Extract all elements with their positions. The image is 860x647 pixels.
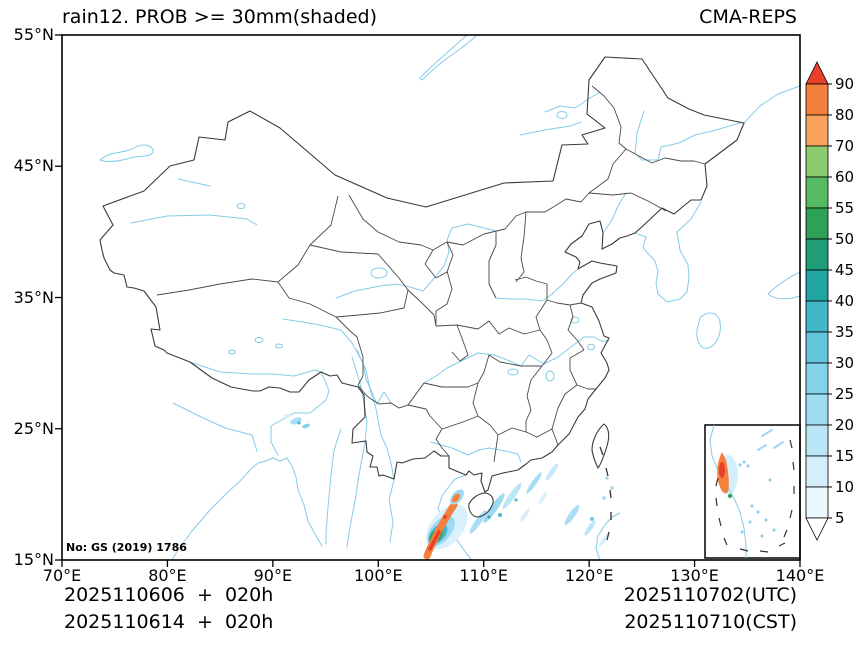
footer-init-utc: 2025110606 + 020h [64,584,274,606]
footer-valid-cst: 2025110710(CST) [624,611,797,633]
license-note: No: GS (2019) 1786 [66,541,187,554]
colorbar-tick-label: 45 [835,261,855,279]
footer-valid-utc: 2025110702(UTC) [623,584,797,606]
y-axis-label: 45°N [13,156,54,176]
colorbar-tick-label: 60 [835,168,855,186]
colorbar [805,61,832,541]
x-axis-label: 120°E [564,566,614,585]
colorbar-tick-label: 70 [835,137,855,155]
x-axis-label: 100°E [353,566,403,585]
colorbar-tick-label: 10 [835,478,855,496]
colorbar-tick-label: 50 [835,230,855,248]
x-axis-label: 110°E [459,566,509,585]
x-axis-label: 140°E [775,566,825,585]
province-boundaries [156,85,706,463]
y-axis-label: 35°N [13,287,54,307]
colorbar-tick-label: 35 [835,323,855,341]
x-axis-label: 70°E [42,566,82,585]
dashed-sea-boundary [599,446,612,541]
x-axis-label: 80°E [148,566,187,585]
map-frame [61,34,801,561]
national-boundary [99,56,745,518]
precipitation-shading [284,414,609,560]
axis-ticks [55,34,801,567]
colorbar-tick-label: 40 [835,292,855,310]
colorbar-tick-label: 5 [835,509,845,527]
colorbar-tick-label: 15 [835,447,855,465]
south-china-sea-inset [704,424,801,559]
colorbar-tick-label: 30 [835,354,855,372]
page-title: rain12. PROB >= 30mm(shaded) [62,6,378,28]
x-axis-label: 90°E [253,566,293,585]
footer-init-cst: 2025110614 + 020h [64,611,274,633]
y-axis-label: 25°N [13,418,54,438]
colorbar-tick-label: 80 [835,106,855,124]
y-axis-label: 15°N [13,550,54,569]
rivers-and-lakes [99,35,800,560]
colorbar-tick-label: 55 [835,199,855,217]
colorbar-tick-label: 25 [835,385,855,403]
y-axis-label: 55°N [13,25,54,44]
colorbar-tick-label: 90 [835,75,855,93]
model-name: CMA-REPS [699,6,797,28]
x-axis-label: 130°E [670,566,719,585]
colorbar-tick-label: 20 [835,416,855,434]
